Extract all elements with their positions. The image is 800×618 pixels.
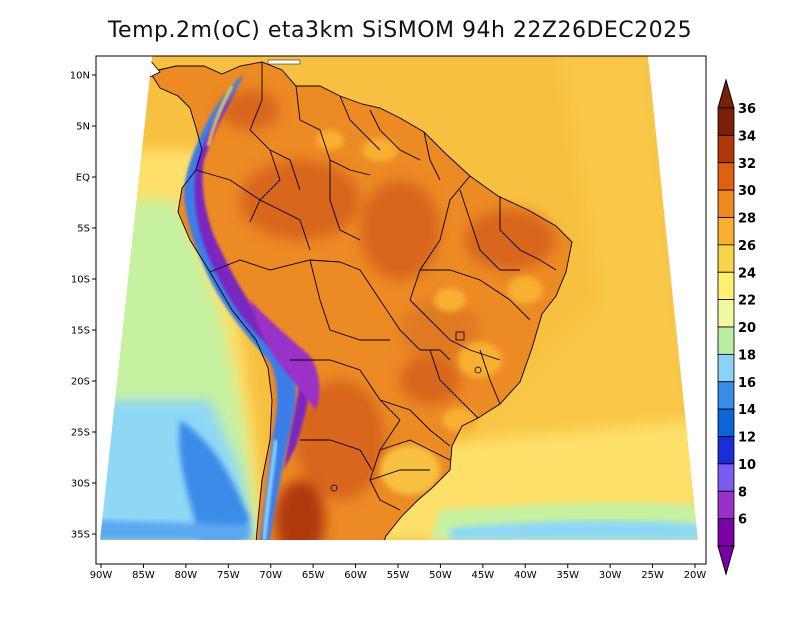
colorbar-swatch — [717, 408, 735, 437]
colorbar-label: 16 — [738, 376, 756, 391]
country-borders — [149, 61, 573, 540]
colorbar-label: 26 — [738, 239, 756, 254]
colorbar-label: 34 — [738, 129, 756, 144]
lon-tick-label: 20W — [684, 570, 707, 581]
lat-tick-label: 10S — [71, 275, 90, 286]
colorbar-swatch — [717, 518, 735, 547]
colorbar-swatch — [717, 244, 735, 273]
colorbar-label: 30 — [738, 184, 756, 199]
lon-tick-label: 55W — [387, 570, 410, 581]
lon-tick-label: 40W — [514, 570, 537, 581]
colorbar-label: 14 — [738, 403, 756, 418]
lon-tick-label: 70W — [259, 570, 282, 581]
colorbar-swatch — [717, 436, 735, 465]
colorbar-swatch — [717, 353, 735, 383]
lat-tick-label: 30S — [71, 479, 90, 490]
caribbean-islands — [267, 59, 301, 65]
colorbar-label: 36 — [738, 102, 756, 117]
colorbar-swatch — [717, 326, 735, 355]
lon-tick-label: 80W — [175, 570, 198, 581]
colorbar-label: 32 — [738, 157, 756, 172]
colorbar-swatch — [717, 162, 735, 191]
ocean-cold-pacific-south — [100, 520, 250, 540]
colorbar-swatch — [717, 217, 735, 246]
lon-tick-label: 30W — [599, 570, 622, 581]
ocean-colder-pacific — [179, 420, 250, 540]
colorbar-swatch — [717, 299, 735, 328]
colorbar-label: 10 — [738, 458, 756, 473]
lat-tick-label: 20S — [71, 377, 90, 388]
lon-tick-label: 65W — [302, 570, 325, 581]
colorbar-label: 22 — [738, 294, 756, 309]
lat-tick-label: 15S — [71, 326, 90, 337]
colorbar-label: 8 — [738, 485, 747, 500]
colorbar-label: 6 — [738, 513, 747, 528]
colorbar-swatch — [717, 107, 735, 136]
colorbar-min-arrow — [717, 545, 735, 576]
land-hot-patches — [220, 90, 555, 540]
lat-tick-label: 5N — [76, 122, 90, 133]
lat-tick-label: 10N — [70, 71, 90, 82]
lat-tick-label: EQ — [76, 173, 90, 184]
domain-mask-right — [648, 56, 706, 540]
colorbar-label: 24 — [738, 266, 756, 281]
colorbar-swatch — [717, 134, 735, 164]
colorbar-swatch — [717, 189, 735, 218]
temperature-field — [100, 56, 698, 540]
lon-tick-label: 60W — [344, 570, 367, 581]
lon-tick-label: 35W — [556, 570, 579, 581]
andes-cold-band — [184, 74, 320, 540]
colorbar-swatch — [717, 381, 735, 410]
colorbar-swatch — [717, 463, 735, 492]
colorbar-label: 20 — [738, 321, 756, 336]
colorbar-swatch — [717, 490, 735, 520]
colorbar-label: 28 — [738, 212, 756, 227]
ocean-cold-south-atlantic — [450, 520, 698, 540]
colorbar-label: 12 — [738, 431, 756, 446]
colorbar: 36 34 32 30 28 26 24 22 20 18 16 14 12 10 8 6 — [717, 78, 756, 576]
colorbar-label: 18 — [738, 348, 756, 363]
latitude-axis: 10N 5N EQ 5S 10S 15S 20S 25S 30S 35S — [70, 71, 96, 541]
domain-mask-left — [96, 56, 152, 540]
map-title: Temp.2m(oC) eta3km SiSMOM 94h 22Z26DEC20… — [107, 18, 693, 43]
colorbar-max-arrow — [717, 78, 735, 109]
lat-tick-label: 5S — [77, 224, 90, 235]
lon-tick-label: 75W — [217, 570, 240, 581]
plot-frame-top — [95, 55, 707, 565]
lat-tick-label: 25S — [71, 428, 90, 439]
domain-mask-bottom — [96, 540, 706, 564]
lon-tick-label: 45W — [472, 570, 495, 581]
lon-tick-label: 85W — [132, 570, 155, 581]
longitude-axis: 90W 85W 80W 75W 70W 65W 60W 55W 50W 45W 40W 35W 30W 2… — [90, 564, 707, 581]
lon-tick-label: 25W — [641, 570, 664, 581]
lon-tick-label: 90W — [90, 570, 113, 581]
lon-tick-label: 50W — [429, 570, 452, 581]
lat-tick-label: 35S — [71, 530, 90, 541]
colorbar-swatch — [717, 271, 735, 301]
